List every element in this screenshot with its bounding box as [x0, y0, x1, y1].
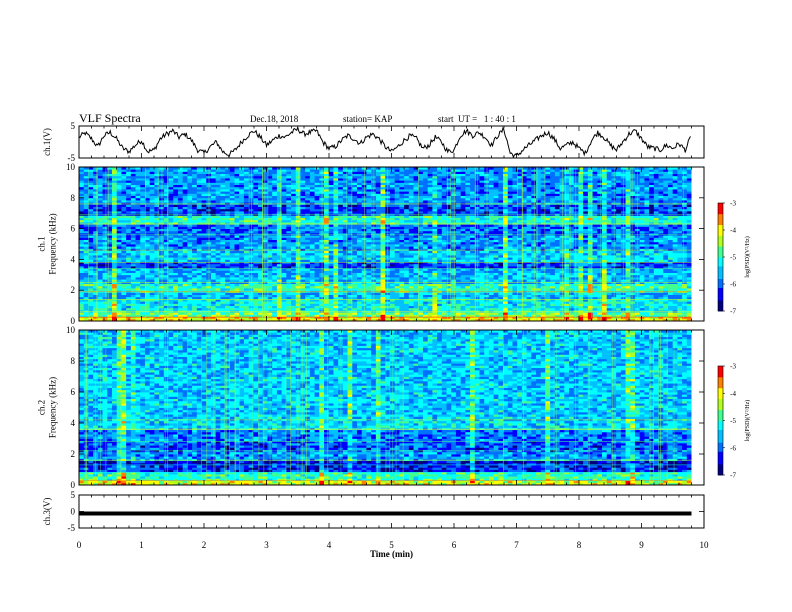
- ch1-colorbar-tick-label: -6: [730, 281, 736, 289]
- ch2-spectrogram-ylabel: ch.2 Frequency (kHz): [37, 377, 58, 438]
- ch1-spectrogram-ytick-label: 0: [71, 316, 76, 326]
- time-xtick-label: 5: [389, 540, 394, 550]
- ch1-spectrogram-ytick-label: 2: [71, 285, 76, 295]
- start-time-label: start UT = 1 : 40 : 1: [438, 114, 516, 124]
- ch2-colorbar-label-text: log(PSD)(V²/Hz): [744, 400, 751, 441]
- ch1-colorbar-label: log(PSD)(V²/Hz): [744, 236, 751, 277]
- ch3-waveform-ylabel-line: ch.3(V): [42, 498, 52, 526]
- ch2-colorbar-tick-label: -7: [730, 472, 736, 480]
- ch3-waveform-ytick-label: 0: [71, 507, 76, 517]
- time-axis-label: Time (min): [370, 549, 413, 559]
- time-xtick-label: 8: [577, 540, 582, 550]
- ch1-spectrogram-ytick-label: 10: [66, 162, 76, 172]
- ch2-spectrogram-ytick-label: 6: [71, 387, 76, 397]
- ch2-colorbar-tick-label: -5: [730, 417, 736, 425]
- ch1-colorbar-tick-label: -7: [730, 308, 736, 316]
- ch2-colorbar: -3 -4 -5 -6 -7 log(PSD)(V²/Hz): [717, 363, 751, 480]
- ch2-spectrogram-ytick-label: 4: [71, 418, 76, 428]
- ch2-spectrogram-ylabel-line: ch.2: [37, 400, 47, 415]
- ch2-spectrogram-cells: [79, 330, 692, 485]
- time-xtick-label: 2: [202, 540, 207, 550]
- ch1-spectrogram-ytick-label: 6: [71, 224, 76, 234]
- time-xtick-label: 0: [77, 540, 82, 550]
- ch1-colorbar-tick-label: -4: [730, 227, 736, 235]
- ch1-spectrogram-ytick-label: 4: [71, 254, 76, 264]
- ch3-waveform-ytick-label: 5: [71, 490, 76, 500]
- ch2-spectrogram-ylabel-line: Frequency (kHz): [48, 377, 58, 438]
- time-xtick-label: 10: [700, 540, 710, 550]
- ch1-waveform-ytick-label: -5: [68, 153, 76, 163]
- ch1-spectrogram-ylabel-line: Frequency (kHz): [48, 213, 58, 274]
- ch1-spectrogram: [79, 167, 692, 321]
- time-xtick-label: 7: [514, 540, 519, 550]
- figure-title: VLF Spectra: [79, 111, 141, 125]
- ch1-colorbar-tick-label: -3: [730, 200, 736, 208]
- ch2-spectrogram-ytick-label: 0: [71, 480, 76, 490]
- time-xtick-label: 3: [264, 540, 269, 550]
- ch3-waveform-ylabel: ch.3(V): [42, 498, 52, 526]
- date-label: Dec.18, 2018: [250, 114, 299, 124]
- time-xtick-label: 6: [452, 540, 457, 550]
- ch1-waveform-ylabel-line: ch.1(V): [42, 128, 52, 156]
- ch1-spectrogram-cells: [79, 167, 692, 321]
- ch2-spectrogram-ytick-label: 10: [66, 325, 76, 335]
- ch1-waveform-ytick-label: 5: [71, 121, 76, 131]
- ch1-spectrogram-ylabel: ch.1 Frequency (kHz): [37, 213, 58, 274]
- ch2-colorbar-tick-label: -6: [730, 444, 736, 452]
- ch1-colorbar-tick-label: -5: [730, 254, 736, 262]
- ch1-waveform-trace: [78, 125, 691, 159]
- ch1-colorbar-label-text: log(PSD)(V²/Hz): [744, 236, 751, 277]
- ch1-waveform-ylabel: ch.1(V): [42, 128, 52, 156]
- time-xtick-label: 1: [139, 540, 144, 550]
- ch2-spectrogram-ytick-label: 2: [71, 449, 76, 459]
- station-label: station= KAP: [343, 114, 393, 124]
- ch2-spectrogram-ytick-label: 8: [71, 356, 76, 366]
- time-xtick-label: 4: [327, 540, 332, 550]
- ch3-waveform-ytick-label: -5: [68, 523, 76, 533]
- ch2-colorbar-label: log(PSD)(V²/Hz): [744, 400, 751, 441]
- time-xtick-label: 9: [639, 540, 644, 550]
- ch2-colorbar-tick-label: -4: [730, 390, 736, 398]
- ch2-spectrogram: [79, 330, 692, 485]
- ch2-colorbar-tick-label: -3: [730, 363, 736, 371]
- ch1-spectrogram-ylabel-line: ch.1: [37, 236, 47, 251]
- ch1-spectrogram-ytick-label: 8: [71, 193, 76, 203]
- ch1-colorbar: -3 -4 -5 -6 -7 log(PSD)(V²/Hz): [717, 200, 751, 316]
